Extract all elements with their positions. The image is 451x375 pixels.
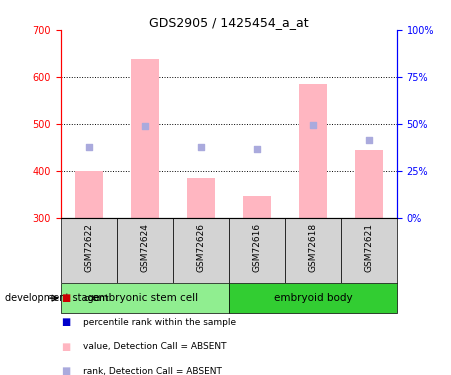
Text: embryonic stem cell: embryonic stem cell (92, 293, 198, 303)
Point (253, 146, 261, 152)
Text: GSM72618: GSM72618 (308, 223, 318, 272)
Bar (299, 84, 327, 218)
Text: count: count (83, 294, 109, 303)
Text: GSM72626: GSM72626 (196, 223, 205, 272)
Text: ■: ■ (61, 366, 70, 375)
Bar (341, 217, 397, 283)
Text: GSM72621: GSM72621 (364, 223, 373, 272)
Text: GSM72624: GSM72624 (140, 223, 149, 272)
Text: GSM72622: GSM72622 (84, 223, 93, 272)
Bar (355, 150, 383, 217)
Bar (173, 217, 229, 283)
Text: percentile rank within the sample: percentile rank within the sample (83, 318, 237, 327)
Bar (187, 178, 215, 218)
Title: GDS2905 / 1425454_a_at: GDS2905 / 1425454_a_at (149, 16, 308, 29)
Bar (285, 217, 341, 283)
Point (141, 123, 148, 129)
Text: value, Detection Call = ABSENT: value, Detection Call = ABSENT (83, 342, 227, 351)
Bar (243, 196, 271, 217)
Point (85, 144, 92, 150)
Text: rank, Detection Call = ABSENT: rank, Detection Call = ABSENT (83, 367, 222, 375)
Bar (75, 171, 103, 217)
Text: ■: ■ (61, 293, 70, 303)
Bar (61, 283, 229, 313)
Text: GSM72616: GSM72616 (253, 223, 262, 272)
Point (197, 144, 204, 150)
Text: development stage: development stage (5, 293, 99, 303)
Bar (117, 217, 173, 283)
Point (309, 122, 317, 128)
Point (365, 137, 373, 143)
Bar (131, 59, 159, 217)
Bar (229, 283, 397, 313)
Text: ■: ■ (61, 342, 70, 352)
Text: ■: ■ (61, 318, 70, 327)
Bar (61, 217, 117, 283)
Bar (229, 217, 285, 283)
Text: embryoid body: embryoid body (274, 293, 352, 303)
